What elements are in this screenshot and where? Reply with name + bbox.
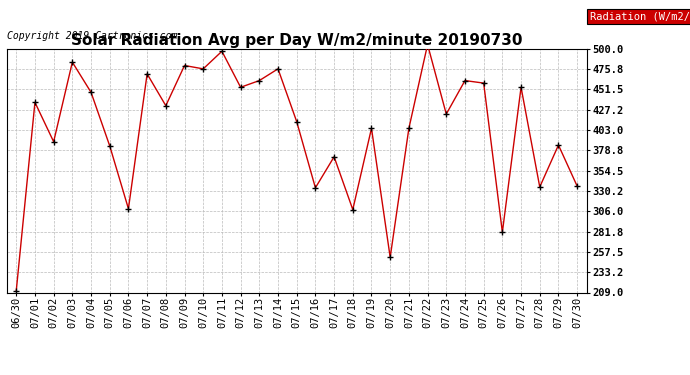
- Title: Solar Radiation Avg per Day W/m2/minute 20190730: Solar Radiation Avg per Day W/m2/minute …: [71, 33, 522, 48]
- Text: Radiation (W/m2/Minute): Radiation (W/m2/Minute): [590, 11, 690, 21]
- Text: Copyright 2019 Cartronics.com: Copyright 2019 Cartronics.com: [7, 32, 177, 41]
